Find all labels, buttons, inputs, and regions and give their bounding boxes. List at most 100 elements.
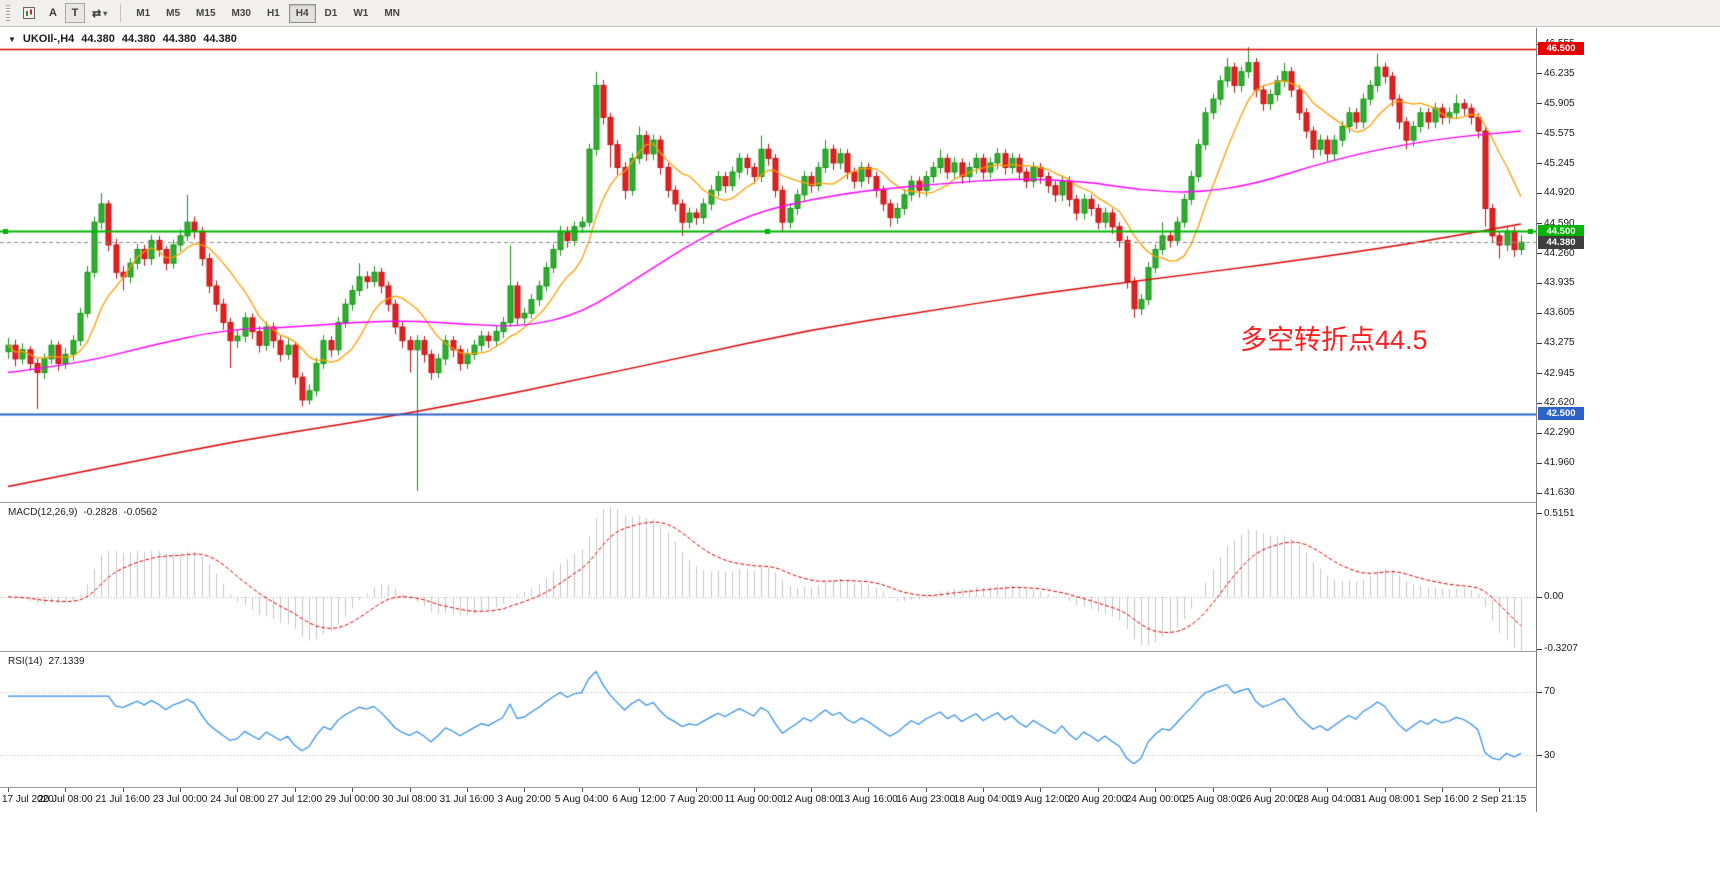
price-tick-mark: [1537, 193, 1542, 194]
time-axis-tick: [983, 788, 984, 792]
price-tick-mark: [1537, 313, 1542, 314]
time-axis-tick: [754, 788, 755, 792]
macd-tick-mark: [1537, 513, 1542, 514]
rsi-scale-label: 30: [1544, 749, 1556, 761]
chart-annotation[interactable]: 多空转折点44.5: [1240, 325, 1428, 355]
timeframe-h4-button[interactable]: H4: [288, 3, 316, 23]
price-tick-mark: [1537, 223, 1542, 224]
price-tick-mark: [1537, 433, 1542, 434]
price-tick-label: 41.630: [1544, 487, 1575, 499]
panel-divider[interactable]: [0, 502, 1720, 503]
panel-divider[interactable]: [0, 651, 1720, 652]
time-axis-tick: [352, 788, 353, 792]
time-axis-tick: [295, 788, 296, 792]
price-tick-label: 42.945: [1544, 367, 1575, 379]
price-tick-mark: [1537, 343, 1542, 344]
price-tick-label: 42.290: [1544, 427, 1575, 439]
time-axis-label: 26 Aug 20:00: [1240, 794, 1300, 805]
price-tick-mark: [1537, 103, 1542, 104]
price-tick-label: 46.235: [1544, 67, 1575, 79]
time-axis-label: 1 Sep 16:00: [1415, 794, 1469, 805]
timeframe-d1-button[interactable]: D1: [318, 4, 345, 23]
chart-window-button[interactable]: [17, 3, 41, 23]
time-axis-label: 3 Aug 20:00: [497, 794, 551, 805]
timeframe-m1-button[interactable]: M1: [129, 4, 157, 23]
price-tick-mark: [1537, 283, 1542, 284]
time-axis-tick: [8, 788, 9, 792]
price-tick-mark: [1537, 163, 1542, 164]
price-tick-label: 45.905: [1544, 97, 1575, 109]
timeframe-mn-button[interactable]: MN: [377, 4, 407, 23]
timeframe-m15-button[interactable]: M15: [189, 4, 222, 23]
time-axis-tick: [811, 788, 812, 792]
price-tick-label: 45.245: [1544, 157, 1575, 169]
time-axis-label: 11 Aug 00:00: [724, 794, 783, 805]
time-axis-tick: [1385, 788, 1386, 792]
time-axis-tick: [1213, 788, 1214, 792]
macd-scale-label: -0.3207: [1544, 643, 1578, 655]
time-axis-label: 7 Aug 20:00: [669, 794, 724, 805]
symbol-marker-icon: ▼: [8, 34, 16, 44]
text-tool-label: T: [71, 7, 79, 19]
time-axis-label: 2 Sep 21:15: [1472, 794, 1527, 805]
time-axis-label: 30 Jul 08:00: [382, 794, 437, 805]
macd-scale-label: 0.5151: [1544, 507, 1575, 519]
macd-indicator-label: MACD(12,26,9) -0.2828 -0.0562: [8, 507, 157, 518]
ohlc-high: 44.380: [121, 33, 156, 45]
price-tick-mark: [1537, 463, 1542, 464]
symbol-ohlc-header: ▼ UKOIl-,H4 44.380 44.380 44.380 44.380: [8, 33, 237, 45]
time-axis[interactable]: 17 Jul 2020 20 Jul 08:00 21 Jul 16:00 23 Ju…: [0, 788, 1536, 812]
price-tick-mark: [1537, 73, 1542, 74]
price-tick-label: 44.920: [1544, 187, 1575, 199]
time-axis-tick: [1040, 788, 1041, 792]
timeframe-m30-button[interactable]: M30: [225, 4, 258, 23]
time-axis-label: 19 Aug 12:00: [1010, 794, 1070, 805]
price-line-badge: 42.500: [1538, 407, 1584, 421]
toolbar-grip[interactable]: [6, 5, 10, 21]
symbol-name: UKOIl-,H4: [22, 33, 75, 45]
price-tick-label: 44.590: [1544, 217, 1575, 229]
time-axis-label: 20 Jul 08:00: [38, 794, 93, 805]
time-axis-tick: [639, 788, 640, 792]
time-axis-tick: [123, 788, 124, 792]
rsi-scale-label: 70: [1544, 686, 1556, 698]
cycle-symbols-button[interactable]: ⇄ ▾: [87, 3, 112, 23]
time-axis-label: 24 Aug 00:00: [1125, 794, 1185, 805]
price-line-badge: 46.500: [1538, 42, 1584, 56]
main-chart-canvas[interactable]: [0, 28, 1536, 502]
time-axis-label: 21 Jul 16:00: [95, 794, 150, 805]
ohlc-close: 44.380: [203, 33, 237, 45]
text-tool-button[interactable]: T: [65, 3, 85, 23]
price-tick-label: 43.605: [1544, 307, 1575, 319]
time-axis-tick: [582, 788, 583, 792]
price-tick-label: 43.275: [1544, 337, 1575, 349]
macd-signal-value: -0.0562: [123, 507, 158, 518]
macd-panel-canvas[interactable]: [0, 503, 1536, 651]
rsi-panel-canvas[interactable]: [0, 652, 1536, 787]
time-axis-tick: [696, 788, 697, 792]
time-axis-tick: [237, 788, 238, 792]
time-axis-label: 31 Jul 16:00: [439, 794, 495, 805]
timeframe-w1-button[interactable]: W1: [346, 4, 375, 23]
time-axis-tick: [524, 788, 525, 792]
time-axis-tick: [1098, 788, 1099, 792]
timeframe-m5-button[interactable]: M5: [159, 4, 187, 23]
arrow-text-tool-button[interactable]: A: [43, 3, 63, 23]
price-line-badge: 44.380: [1538, 235, 1584, 249]
arrow-text-tool-label: A: [49, 7, 57, 19]
time-axis-tick: [65, 788, 66, 792]
price-tick-label: 45.575: [1544, 127, 1575, 139]
time-axis-label: 23 Jul 00:00: [152, 794, 208, 805]
timeframe-h1-button[interactable]: H1: [260, 4, 287, 23]
price-scale[interactable]: 46.55546.23545.90545.57545.24544.92044.5…: [1536, 28, 1720, 812]
price-tick-mark: [1537, 403, 1542, 404]
time-axis-label: 24 Jul 08:00: [210, 794, 265, 805]
toolbar-separator: [120, 4, 122, 22]
time-axis-tick: [1499, 788, 1500, 792]
macd-scale-label: 0.00: [1544, 591, 1564, 603]
time-axis-label: 18 Aug 04:00: [953, 794, 1013, 805]
rsi-tick-mark: [1537, 755, 1542, 756]
price-tick-label: 43.935: [1544, 277, 1575, 289]
macd-name: MACD(12,26,9): [8, 507, 78, 518]
time-axis-label: 6 Aug 12:00: [612, 794, 666, 805]
